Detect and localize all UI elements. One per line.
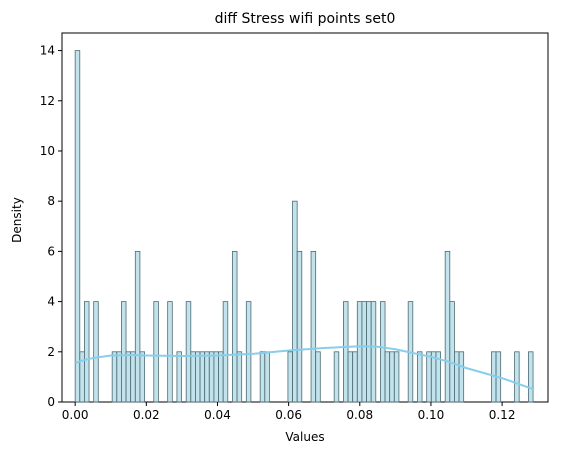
histogram-bars: [74, 50, 534, 403]
histogram-bar: [315, 351, 321, 403]
histogram-bar: [264, 351, 270, 403]
histogram-bar: [380, 301, 386, 403]
histogram-bar: [514, 351, 520, 403]
histogram-bar: [199, 351, 206, 403]
histogram-bar: [352, 351, 358, 403]
histogram-bar: [528, 351, 534, 403]
histogram-bar: [208, 351, 215, 403]
histogram-bar: [454, 351, 460, 403]
histogram-bar: [93, 301, 99, 403]
histogram-bar: [444, 250, 451, 403]
histogram-bar: [370, 301, 377, 403]
histogram-bar: [125, 351, 132, 403]
histogram-bar: [389, 351, 395, 403]
histogram-bar: [185, 301, 192, 403]
histogram-bar: [426, 351, 432, 403]
histogram-bar: [361, 301, 367, 403]
x-tick-label: 0.02: [133, 408, 160, 422]
histogram-bar: [116, 351, 122, 403]
histogram-bar: [190, 351, 196, 403]
histogram-bar: [176, 351, 182, 403]
histogram-bar: [232, 250, 238, 403]
x-tick-label: 0.04: [204, 408, 231, 422]
histogram-bar: [204, 351, 210, 403]
histogram-bar: [121, 301, 127, 403]
histogram-bar: [74, 50, 81, 403]
y-tick-label: 8: [47, 194, 55, 208]
y-tick-label: 10: [40, 144, 55, 158]
y-axis: 0 2 4 6 8 10 12 14: [40, 44, 62, 409]
histogram-bar: [130, 351, 136, 403]
histogram-bar: [134, 250, 141, 403]
histogram-bar: [343, 301, 349, 403]
x-tick-label: 0.00: [62, 408, 89, 422]
histogram-bar: [430, 351, 437, 403]
x-axis-label: Values: [285, 430, 324, 444]
y-tick-label: 0: [47, 395, 55, 409]
histogram-bar: [167, 301, 173, 403]
histogram-bar: [393, 351, 400, 403]
y-tick-label: 6: [47, 244, 55, 258]
y-tick-label: 4: [47, 295, 55, 309]
histogram-bar: [333, 351, 340, 403]
histogram-bar: [259, 351, 266, 403]
x-axis: 0.00 0.02 0.04 0.06 0.08 0.10 0.12: [62, 402, 516, 422]
histogram-bar: [435, 351, 441, 403]
histogram-bar: [449, 301, 455, 403]
histogram-bar: [84, 301, 90, 403]
histogram-bar: [347, 351, 354, 403]
x-tick-label: 0.08: [346, 408, 373, 422]
histogram-bar: [218, 351, 224, 403]
histogram-bar: [236, 351, 243, 403]
histogram-bar: [296, 250, 303, 403]
y-tick-label: 14: [40, 44, 55, 58]
histogram-bar: [111, 351, 118, 403]
y-tick-label: 2: [47, 345, 55, 359]
histogram-bar: [366, 301, 372, 403]
histogram-bar: [222, 301, 229, 403]
histogram-bar: [195, 351, 201, 403]
x-tick-label: 0.12: [489, 408, 516, 422]
histogram-bar: [458, 351, 465, 403]
y-axis-label: Density: [10, 197, 24, 243]
histogram-bar: [292, 200, 298, 403]
histogram-bar: [245, 301, 252, 403]
histogram-bar: [356, 301, 363, 403]
histogram-bar: [213, 351, 219, 403]
kde-curve: [74, 345, 535, 391]
plot-area: [61, 32, 549, 403]
histogram-bar: [310, 250, 317, 403]
histogram-bar: [384, 351, 391, 403]
histogram-bar: [287, 351, 293, 403]
x-tick-label: 0.06: [275, 408, 302, 422]
chart-title: diff Stress wifi points set0: [215, 11, 396, 27]
plot-frame: [61, 32, 549, 403]
histogram-bar: [153, 301, 159, 403]
histogram-bar: [417, 351, 423, 403]
y-tick-label: 12: [40, 94, 55, 108]
x-tick-label: 0.10: [418, 408, 445, 422]
histogram-bar: [139, 351, 145, 403]
